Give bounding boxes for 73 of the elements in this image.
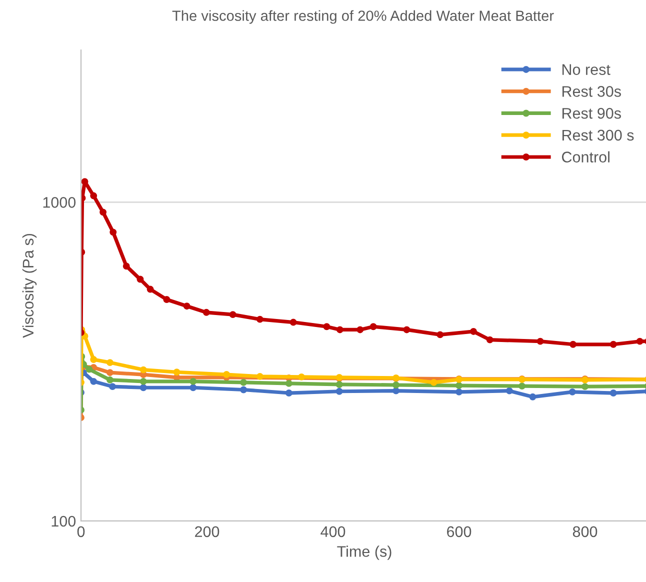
point: [370, 323, 377, 330]
point: [636, 338, 644, 345]
point: [106, 369, 114, 376]
point: [285, 380, 292, 387]
point: [518, 382, 526, 390]
x-tick-label: 400: [320, 526, 346, 538]
point: [163, 296, 170, 303]
point: [81, 178, 88, 186]
point: [392, 387, 400, 394]
point: [140, 378, 147, 385]
point: [90, 192, 98, 200]
point: [86, 366, 93, 373]
point: [223, 371, 230, 378]
point: [106, 359, 114, 366]
legend-label: Control: [562, 151, 610, 162]
point: [336, 326, 344, 334]
x-tick-label: 200: [195, 526, 220, 538]
point: [100, 208, 107, 216]
point: [190, 384, 197, 392]
point: [470, 328, 477, 335]
point: [285, 390, 292, 396]
point: [202, 308, 210, 316]
point: [190, 378, 197, 385]
point: [392, 382, 400, 388]
point: [430, 378, 438, 386]
point: [610, 390, 617, 396]
legend-label: No rest: [562, 64, 610, 75]
x-axis-title: Time (s): [337, 546, 392, 560]
point: [173, 368, 180, 376]
point: [529, 393, 536, 400]
point: [146, 286, 154, 293]
point: [256, 372, 264, 380]
point: [336, 381, 343, 388]
point: [122, 262, 130, 270]
point: [486, 336, 494, 344]
x-tick-label: 0: [77, 526, 85, 538]
y-axis-title: Viscosity (Pa s): [22, 234, 37, 338]
point: [582, 383, 588, 390]
legend-label: Rest 90s: [562, 108, 621, 119]
point: [298, 373, 305, 380]
point: [90, 378, 98, 385]
point: [229, 311, 236, 318]
point: [136, 276, 144, 283]
point: [570, 340, 577, 348]
point: [456, 388, 462, 396]
point: [240, 386, 248, 394]
y-tick-label: 100: [52, 516, 76, 527]
point: [90, 356, 98, 363]
point: [106, 376, 114, 384]
point: [109, 383, 116, 390]
point: [140, 384, 147, 392]
legend-label: Rest 30s: [562, 86, 621, 97]
point: [610, 340, 617, 348]
point: [456, 382, 462, 389]
chart-title: The viscosity after resting of 20% Added Water Meat Batter: [172, 10, 554, 24]
point: [336, 388, 343, 395]
point: [506, 387, 513, 394]
point: [568, 388, 576, 396]
y-tick-label: 1000: [43, 197, 76, 208]
point: [403, 326, 410, 334]
point: [240, 378, 248, 386]
legend-label: Rest 300 s: [562, 130, 634, 141]
point: [140, 366, 147, 374]
point: [183, 302, 190, 310]
point: [110, 228, 117, 236]
x-tick-label: 600: [447, 526, 472, 538]
x-tick-label: 800: [572, 526, 598, 538]
point: [436, 331, 444, 338]
point: [290, 318, 297, 326]
point: [323, 323, 330, 330]
point: [256, 316, 264, 323]
point: [536, 338, 544, 345]
point: [356, 326, 364, 334]
